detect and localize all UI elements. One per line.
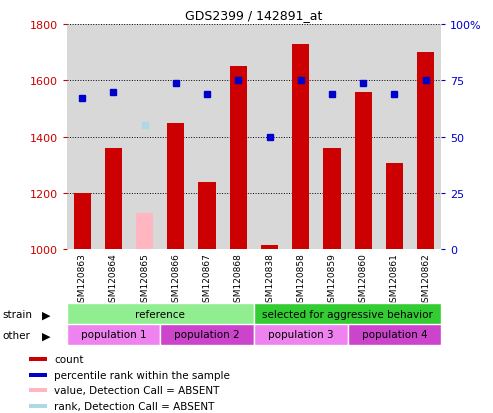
Text: GSM120864: GSM120864 <box>109 253 118 307</box>
Bar <box>410 25 441 250</box>
Text: rank, Detection Call = ABSENT: rank, Detection Call = ABSENT <box>54 401 214 411</box>
Bar <box>348 25 379 250</box>
Text: GSM120858: GSM120858 <box>296 253 305 307</box>
Text: GSM120838: GSM120838 <box>265 253 274 307</box>
Bar <box>73 194 91 250</box>
Text: strain: strain <box>2 310 33 320</box>
Bar <box>136 213 153 250</box>
Bar <box>129 25 160 250</box>
Bar <box>386 164 403 250</box>
Bar <box>230 67 247 250</box>
Bar <box>191 25 223 250</box>
Text: GSM120868: GSM120868 <box>234 253 243 307</box>
Text: population 2: population 2 <box>174 330 240 339</box>
Text: population 4: population 4 <box>361 330 427 339</box>
Bar <box>67 304 254 324</box>
Text: selected for aggressive behavior: selected for aggressive behavior <box>262 309 433 319</box>
Text: reference: reference <box>135 309 185 319</box>
Title: GDS2399 / 142891_at: GDS2399 / 142891_at <box>185 9 322 22</box>
Bar <box>105 149 122 250</box>
Text: GSM120863: GSM120863 <box>78 253 87 307</box>
Bar <box>254 25 285 250</box>
Text: GSM120862: GSM120862 <box>421 253 430 307</box>
Bar <box>261 246 278 250</box>
Text: other: other <box>2 330 31 340</box>
Text: GSM120866: GSM120866 <box>172 253 180 307</box>
Text: population 3: population 3 <box>268 330 334 339</box>
Text: GSM120860: GSM120860 <box>359 253 368 307</box>
Bar <box>348 324 441 345</box>
Bar <box>317 25 348 250</box>
Bar <box>379 25 410 250</box>
Text: ▶: ▶ <box>42 330 50 340</box>
Bar <box>167 123 184 250</box>
Text: population 1: population 1 <box>80 330 146 339</box>
Bar <box>254 324 348 345</box>
Bar <box>67 324 160 345</box>
Bar <box>292 45 309 250</box>
Bar <box>417 53 434 250</box>
Bar <box>323 149 341 250</box>
Bar <box>98 25 129 250</box>
Bar <box>254 304 441 324</box>
Bar <box>29 357 47 361</box>
Bar <box>29 404 47 408</box>
Bar <box>160 25 191 250</box>
Text: ▶: ▶ <box>42 310 50 320</box>
Bar <box>29 389 47 392</box>
Bar <box>223 25 254 250</box>
Bar <box>29 373 47 377</box>
Text: percentile rank within the sample: percentile rank within the sample <box>54 370 230 380</box>
Text: GSM120859: GSM120859 <box>327 253 336 307</box>
Bar <box>285 25 317 250</box>
Bar <box>67 25 98 250</box>
Text: GSM120861: GSM120861 <box>390 253 399 307</box>
Bar <box>354 92 372 250</box>
Bar <box>160 324 254 345</box>
Text: GSM120867: GSM120867 <box>203 253 211 307</box>
Text: GSM120865: GSM120865 <box>140 253 149 307</box>
Text: value, Detection Call = ABSENT: value, Detection Call = ABSENT <box>54 386 219 396</box>
Bar <box>199 182 215 250</box>
Text: count: count <box>54 354 84 364</box>
